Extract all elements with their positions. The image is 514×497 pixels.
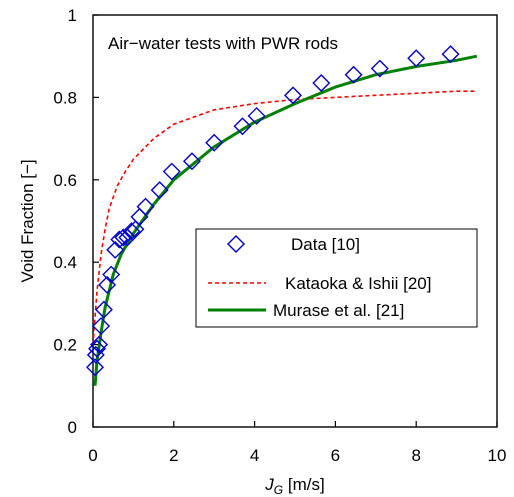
x-axis-label-unit: [m/s] xyxy=(283,475,325,494)
data-point-diamond xyxy=(407,49,426,68)
x-tick-label: 10 xyxy=(488,446,507,465)
kataoka-ishii-curve xyxy=(92,90,477,345)
data-point-diamond xyxy=(110,230,129,249)
x-axis-label-subscript: G xyxy=(274,483,283,497)
plot-annotation: Air−water tests with PWR rods xyxy=(108,34,338,53)
data-point-diamond xyxy=(370,59,389,78)
data-point-diamond xyxy=(312,73,331,92)
x-axis-label: JG [m/s] xyxy=(264,475,324,497)
data-point-diamond xyxy=(441,45,460,64)
plot-area-frame xyxy=(92,14,498,428)
data-point-diamond xyxy=(233,117,252,136)
legend: Data [10] Kataoka & Ishii [20] Murase et… xyxy=(195,228,478,328)
y-tick-label: 0.4 xyxy=(53,253,77,272)
y-tick-label: 0.8 xyxy=(53,88,77,107)
data-point-diamond xyxy=(122,222,141,241)
data-point-diamond xyxy=(150,181,169,200)
x-tick-label: 8 xyxy=(411,446,420,465)
murase-curve xyxy=(93,54,478,386)
legend-marker-data xyxy=(227,235,245,253)
data-point-diamond xyxy=(126,220,145,239)
y-axis-label: Void Fraction [−] xyxy=(18,159,37,282)
series-layer xyxy=(86,45,478,386)
data-point-diamond xyxy=(92,317,111,336)
y-tick-label: 0.2 xyxy=(53,336,77,355)
x-tick-label: 6 xyxy=(331,446,340,465)
data-point-diamond xyxy=(162,162,181,181)
legend-label-murase: Murase et al. [21] xyxy=(273,301,404,320)
data-point-diamond xyxy=(344,65,363,84)
data-point-diamond xyxy=(247,106,266,125)
data-point-diamond xyxy=(205,133,224,152)
data-point-diamond xyxy=(90,335,109,354)
legend-label-data: Data [10] xyxy=(291,235,360,254)
x-tick-label: 2 xyxy=(169,446,178,465)
data-point-diamond xyxy=(86,358,105,377)
data-point-diamond xyxy=(283,86,302,105)
y-axis-ticks: 0 0.2 0.4 0.6 0.8 1 xyxy=(53,6,99,437)
y-tick-label: 0.6 xyxy=(53,171,77,190)
data-point-diamond xyxy=(94,300,113,319)
data-point-diamond xyxy=(114,228,133,247)
x-axis-ticks: 0 2 4 6 8 10 xyxy=(88,421,506,465)
y-tick-label: 0 xyxy=(68,418,77,437)
data-point-diamond xyxy=(102,265,121,284)
x-tick-label: 0 xyxy=(88,446,97,465)
y-tick-label: 1 xyxy=(68,6,77,25)
data-point-diamond xyxy=(182,152,201,171)
legend-label-kataoka: Kataoka & Ishii [20] xyxy=(285,274,431,293)
x-tick-label: 4 xyxy=(250,446,259,465)
data-point-diamond xyxy=(136,197,155,216)
x-axis-label-main: J xyxy=(264,475,274,494)
